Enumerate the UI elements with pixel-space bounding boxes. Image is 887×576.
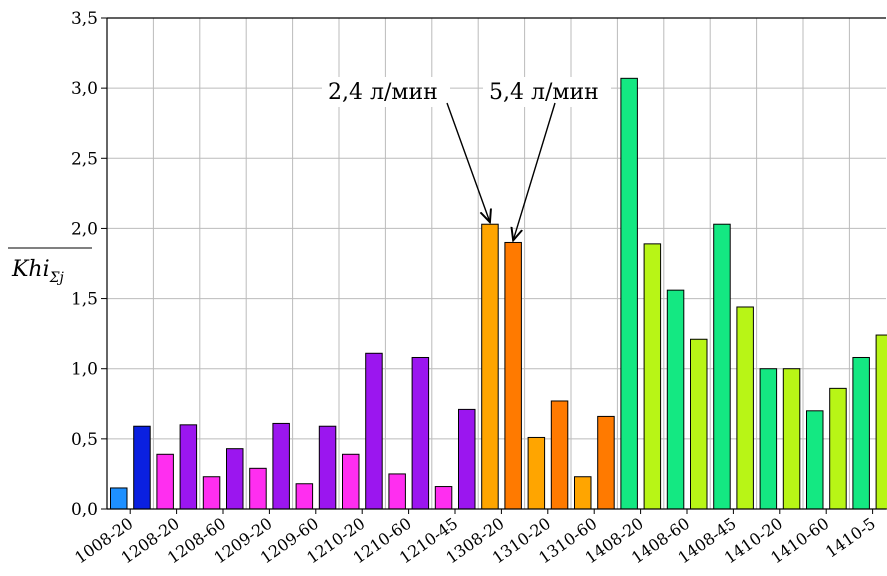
bar — [504, 241, 522, 510]
y-tick-label: 3,5 — [71, 9, 98, 29]
y-tick-label: 3,0 — [71, 79, 98, 99]
annotation-label: 5,4 л/мин — [489, 80, 599, 105]
bar — [434, 486, 453, 510]
y-axis-ticks: 0,0 0,5 1,0 1,5 2,0 2,5 3,0 3,5 — [71, 9, 107, 520]
ylabel-text: KhiΣj — [11, 257, 65, 286]
bar — [481, 223, 499, 510]
bar — [852, 356, 870, 510]
bar — [249, 467, 267, 510]
bar — [666, 289, 685, 510]
bar — [388, 473, 406, 510]
y-tick-label: 2,5 — [71, 149, 98, 169]
bar — [782, 368, 801, 510]
bar — [411, 356, 430, 510]
bar — [272, 422, 290, 510]
annotation-arrow — [446, 102, 490, 222]
bar — [179, 424, 198, 510]
bars — [110, 77, 887, 510]
bar — [318, 425, 337, 510]
ylabel-subscript: Σj — [49, 270, 65, 286]
bar — [110, 487, 128, 510]
bar — [458, 408, 476, 510]
bar — [713, 223, 731, 510]
y-tick-label: 0,5 — [71, 430, 98, 450]
x-axis-ticks: 1008-201208-201208-601209-201209-601210-… — [71, 509, 879, 567]
annotation-background — [322, 77, 450, 107]
bar — [690, 338, 708, 510]
bar — [736, 306, 754, 510]
bar — [875, 334, 887, 510]
y-axis-label: KhiΣj — [8, 247, 92, 286]
annotation-arrow — [513, 102, 556, 240]
bar — [829, 387, 847, 510]
bar — [365, 352, 383, 510]
x-tick-label-group: 1410-5 — [822, 514, 879, 562]
annotations: 2,4 л/мин 5,4 л/мин — [322, 77, 611, 240]
y-tick-label: 1,5 — [71, 290, 98, 310]
annotation-label: 2,4 л/мин — [328, 80, 438, 105]
plot-frame — [106, 17, 886, 510]
bar — [156, 453, 174, 510]
bar — [550, 400, 569, 510]
annotation-background — [483, 77, 611, 107]
bar — [806, 410, 824, 510]
y-tick-label: 2,0 — [71, 219, 98, 239]
bar — [202, 476, 221, 510]
bar — [643, 243, 662, 510]
x-tick-label: 1410-5 — [822, 514, 879, 562]
y-tick-label: 1,0 — [71, 360, 98, 380]
bar — [620, 77, 638, 510]
bar — [574, 476, 592, 510]
bar — [226, 448, 244, 510]
bar — [133, 425, 151, 510]
bar — [759, 368, 778, 510]
bar — [597, 415, 615, 510]
ylabel-main: Khi — [11, 257, 50, 282]
bar — [295, 483, 314, 510]
bar — [342, 453, 360, 510]
y-tick-label: 0,0 — [71, 500, 98, 520]
bar — [527, 436, 546, 510]
